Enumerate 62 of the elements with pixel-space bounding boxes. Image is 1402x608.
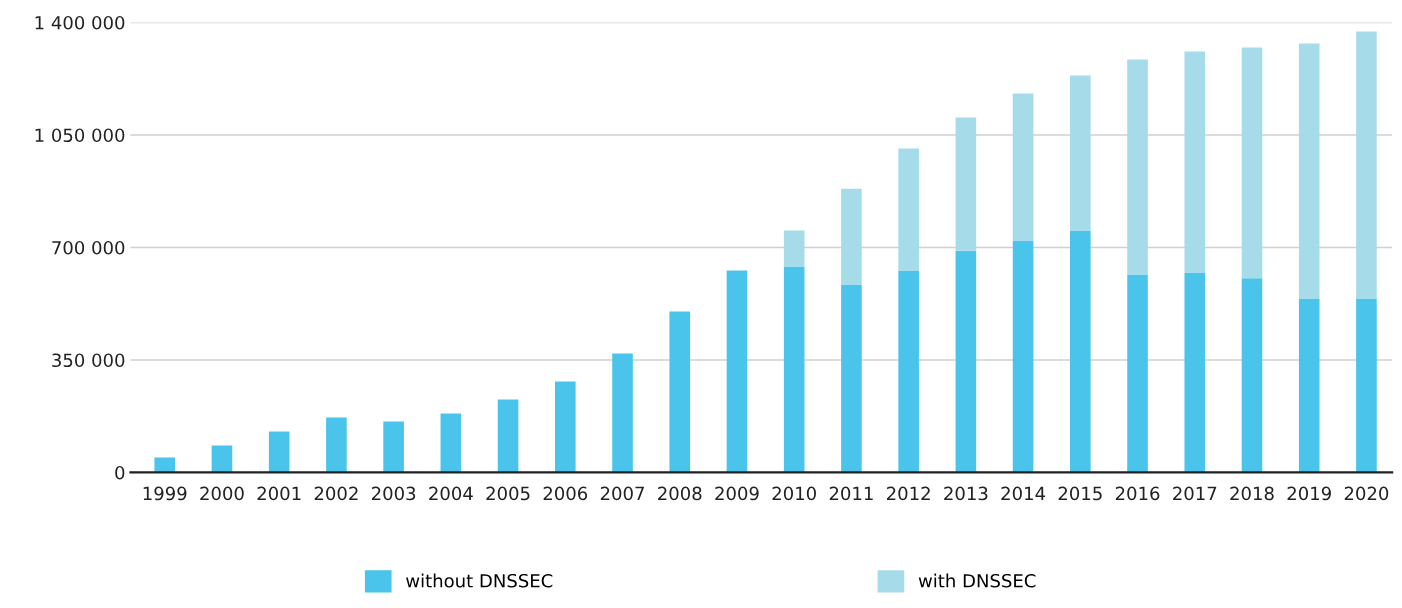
bar [1012,240,1034,473]
x-tick-label: 1999 [143,486,187,501]
bar [1356,31,1377,299]
x-tick-label: 2014 [1001,486,1046,501]
bar [1241,47,1263,279]
x-tick-label: 2011 [829,486,873,501]
x-tick-label: 2006 [543,486,588,501]
x-tick-label: 2000 [200,486,244,501]
bar [1184,272,1206,473]
bar [1298,298,1320,473]
bar [783,266,805,473]
bar [783,230,805,267]
x-tick-label: 2018 [1230,486,1274,501]
x-tick-label: 2013 [944,486,988,501]
legend-label: with DNSSEC [918,573,1036,588]
y-tick-label: 1 050 000 [35,128,125,143]
bar [326,417,347,473]
bar [1012,93,1034,241]
x-tick-label: 2017 [1173,486,1217,501]
bar [1298,43,1320,299]
bar [726,270,748,473]
bar [612,353,633,473]
x-tick-label: 2005 [486,486,530,501]
bar [1127,274,1148,473]
bar [211,445,233,473]
bar [1356,298,1377,473]
bar [554,381,576,473]
bar [1184,51,1206,273]
bar [898,270,919,473]
x-tick-label: 2015 [1058,486,1102,501]
y-tick-label: 0 [115,465,125,480]
y-tick-label: 350 000 [52,353,125,368]
x-tick-label: 2020 [1344,486,1389,501]
bar [841,284,862,473]
x-tick-label: 2001 [257,486,301,501]
x-tick-label: 2012 [886,486,930,501]
bar [955,117,977,251]
x-tick-label: 2019 [1287,486,1331,501]
x-tick-label: 2007 [600,486,644,501]
x-tick-label: 2003 [371,486,416,501]
bar [1127,59,1148,275]
bar [669,311,691,473]
y-tick-label: 1 400 000 [35,15,125,30]
bar [383,421,404,473]
legend-label: without DNSSEC [406,573,553,588]
bar [154,457,176,473]
x-tick-label: 2008 [658,486,702,501]
bar [268,431,290,473]
y-tick-label: 700 000 [52,240,125,255]
bar [1070,230,1091,473]
x-tick-label: 2009 [715,486,759,501]
bar [1070,75,1091,231]
x-tick-label: 2016 [1115,486,1160,501]
bar [841,188,862,285]
bar [898,148,919,271]
bar [440,413,462,473]
bar [497,399,519,473]
x-tick-label: 2004 [429,486,473,501]
bar [1241,278,1263,473]
x-tick-label: 2002 [314,486,358,501]
x-tick-label: 2010 [772,486,816,501]
bar [955,250,977,473]
